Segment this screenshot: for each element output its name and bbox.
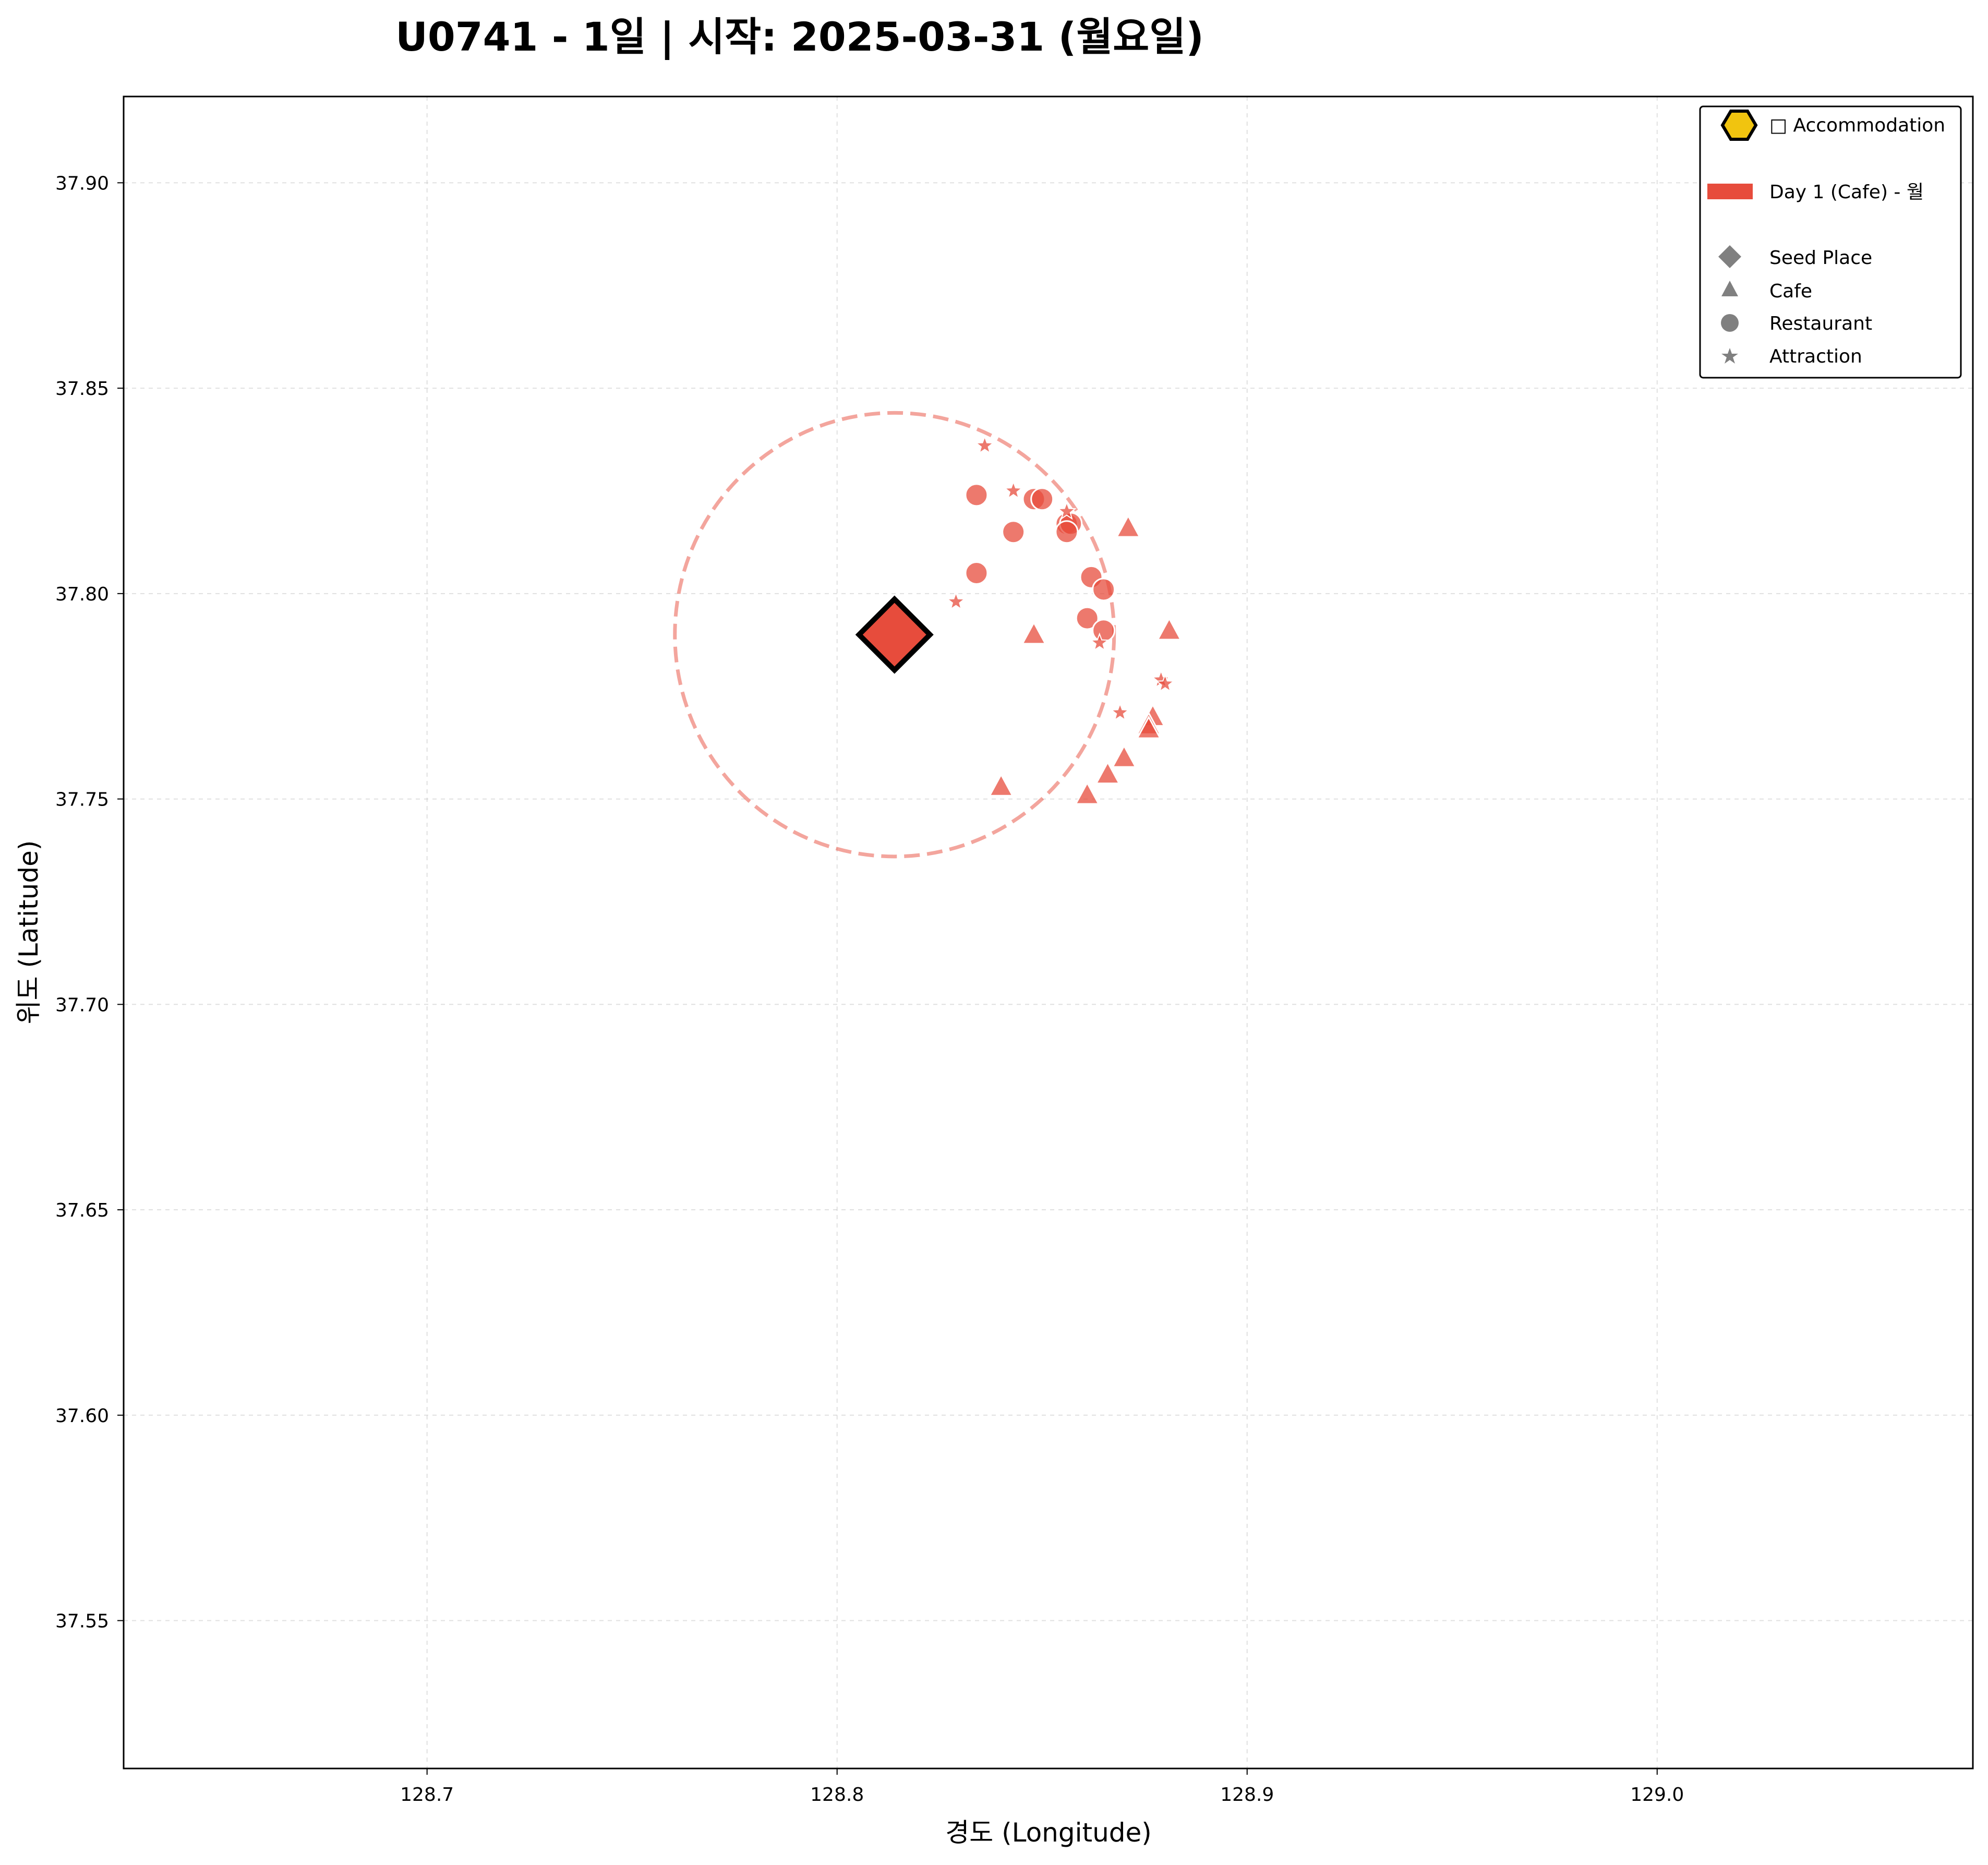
y-tick-label: 37.55 [55,1611,109,1632]
restaurant-point [1092,619,1116,643]
x-axis-label: 경도 (Longitude) [945,1818,1152,1848]
attraction-point [1110,702,1130,721]
y-tick-label: 37.80 [55,584,109,605]
attraction-star-icon [1721,348,1738,364]
cafe-point [1156,617,1182,641]
plot-frame [123,95,1974,1770]
cafe-point [1021,621,1047,645]
restaurant-point [1030,487,1054,511]
restaurant-point [1055,520,1079,544]
cafe-point [1115,514,1141,538]
accommodation-hexagon-icon [1720,110,1758,141]
restaurant-point [1075,606,1099,630]
legend-seed-label: Seed Place [1769,247,1872,269]
cafe-triangle-icon [1721,281,1738,296]
y-axis-label: 위도 (Latitude) [14,840,44,1025]
restaurant-point [965,561,989,585]
data-points [673,411,1182,859]
grid-lines [124,97,1973,1768]
cafe-point [1111,744,1137,768]
restaurant-circle-icon [1721,314,1739,332]
y-tick-label: 37.75 [55,789,109,811]
legend-frame [1699,105,1962,379]
y-axis-ticks: 37.55 37.60 37.65 37.70 37.75 37.80 37.85 37.90 [55,173,124,1632]
attraction-point [1089,632,1110,652]
cafe-point [1074,781,1100,805]
day1-color-swatch [1707,184,1753,199]
y-tick-label: 37.60 [55,1405,109,1427]
attraction-point [1056,501,1077,520]
x-tick-label: 128.9 [1220,1784,1274,1806]
x-tick-label: 128.7 [400,1784,454,1806]
legend: □ Accommodation Day 1 (Cafe) - 월 Seed Pl… [1699,105,1962,379]
x-axis-ticks: 128.7 128.8 128.9 129.0 [400,1768,1684,1806]
legend-attraction-label: Attraction [1769,346,1862,367]
y-tick-label: 37.85 [55,378,109,400]
restaurant-point [965,483,989,507]
seed-place-point [855,595,934,674]
attraction-point [946,591,966,610]
x-tick-label: 129.0 [1630,1784,1684,1806]
cafe-point [1095,761,1120,785]
attraction-point [1155,673,1175,693]
legend-day1-label: Day 1 (Cafe) - 월 [1769,182,1924,203]
legend-restaurant-label: Restaurant [1769,313,1872,334]
attraction-point [1003,480,1023,500]
chart-title: U0741 - 1일 | 시작: 2025-03-31 (월요일) [395,14,1204,61]
attraction-point [974,435,995,454]
x-tick-label: 128.8 [810,1784,864,1806]
cafe-point [988,773,1014,797]
restaurant-point [1002,520,1026,544]
restaurant-point [1092,577,1116,601]
plot-area [124,97,1973,1768]
seed-place-diamond-icon [1718,245,1741,268]
legend-cafe-label: Cafe [1769,281,1812,302]
y-tick-label: 37.90 [55,173,109,194]
y-tick-label: 37.70 [55,994,109,1016]
legend-accommodation-label: □ Accommodation [1769,115,1945,136]
y-tick-label: 37.65 [55,1200,109,1221]
cafe-point [1136,715,1162,739]
